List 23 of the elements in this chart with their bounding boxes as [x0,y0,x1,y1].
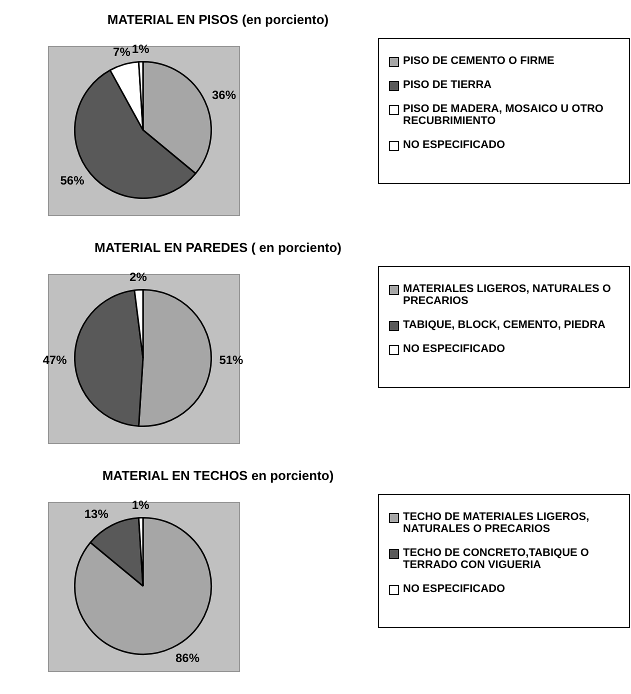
data-label: 51% [219,352,244,367]
legend-label: TECHO DE MATERIALES LIGEROS, NATURALES O PRECARIOS [403,511,590,535]
legend-label: PISO DE MADERA, MOSAICO U OTRO RECUBRIMIENTO [403,103,604,127]
legend-label: NO ESPECIFICADO [403,139,506,151]
data-label: 7% [113,45,131,60]
data-label: 86% [175,650,200,665]
legend-label: TECHO DE CONCRETO,TABIQUE O TERRADO CON VIGUERIA [403,547,590,571]
data-label: 47% [42,352,68,367]
chart-title: MATERIAL EN TECHOS en porciento) [101,468,335,483]
data-label: 1% [132,42,150,56]
chart-title: MATERIAL EN PAREDES ( en porciento) [93,240,342,255]
data-label: 1% [132,498,150,512]
legend-label: PISO DE TIERRA [403,79,492,91]
data-label: 2% [130,270,148,284]
chart-title: MATERIAL EN PISOS (en porciento) [106,12,330,27]
data-label: 13% [84,506,109,521]
legend-label: PISO DE CEMENTO O FIRME [403,55,554,67]
data-label: 56% [60,173,85,188]
legend-label: NO ESPECIFICADO [403,583,506,595]
data-label: 36% [212,88,236,102]
legend-label: NO ESPECIFICADO [403,343,506,355]
legend-label: TABIQUE, BLOCK, CEMENTO, PIEDRA [403,319,606,331]
legend-label: MATERIALES LIGEROS, NATURALES O PRECARIOS [403,283,612,307]
